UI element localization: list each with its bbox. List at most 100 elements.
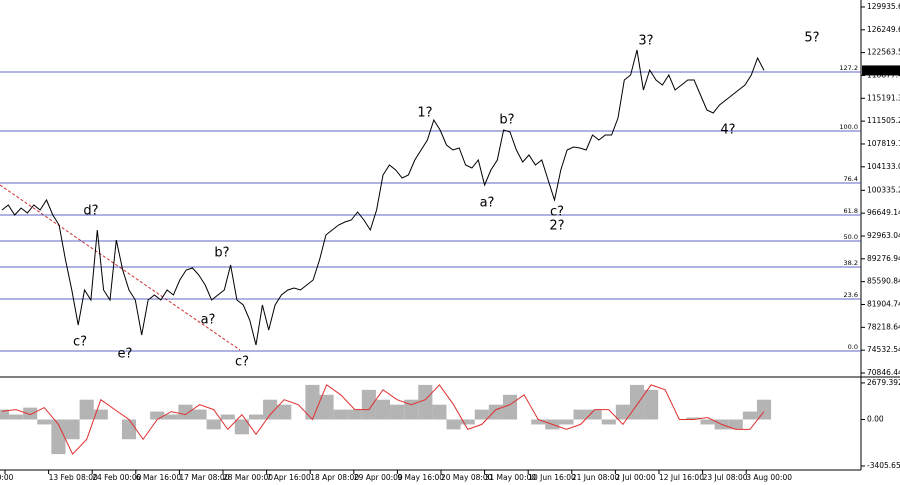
histogram-bar xyxy=(263,399,278,420)
y-tick-label: 2679.392 xyxy=(867,378,900,387)
y-tick-label: 96649.14 xyxy=(867,208,900,217)
histogram-bar xyxy=(333,409,348,420)
x-tick-label: 20 May 08:00 xyxy=(441,473,493,482)
price-line xyxy=(1,49,765,346)
y-tick-label: 74532.54 xyxy=(867,345,900,354)
histogram-bar xyxy=(65,419,80,440)
last-price-label: 119688.48 xyxy=(864,65,900,74)
fibo-label: 23.6 xyxy=(844,291,858,299)
x-tick-label: 3 Aug 00:00 xyxy=(746,473,792,482)
histogram-bar xyxy=(404,399,419,420)
histogram-bar xyxy=(277,404,292,420)
wave-label: a? xyxy=(201,313,216,328)
histogram-bar xyxy=(531,419,546,425)
histogram-bar xyxy=(347,409,362,420)
fibo-label: 127.2 xyxy=(839,64,858,72)
x-tick-label: 24 Feb 00:00 xyxy=(92,473,141,482)
wave-label: 5? xyxy=(804,31,819,46)
histogram-bar xyxy=(375,399,391,420)
histogram-bar xyxy=(460,419,475,425)
x-tick-label: 18 Apr 08:00 xyxy=(310,473,359,482)
last-price-box xyxy=(862,65,900,76)
y-tick-label: 0.00 xyxy=(867,414,884,423)
y-tick-label: 92963.04 xyxy=(867,231,900,240)
histogram-bar xyxy=(573,409,588,420)
histogram-bar xyxy=(93,409,108,420)
histogram-bar xyxy=(432,404,447,420)
fibo-label: 38.2 xyxy=(844,259,858,267)
histogram-bar xyxy=(587,409,602,420)
wave-label: b? xyxy=(214,246,229,261)
y-tick-label: 129935.64 xyxy=(867,2,900,11)
histogram-bar xyxy=(319,394,334,420)
histogram-bar xyxy=(361,389,376,420)
histogram-bar xyxy=(418,384,433,420)
histogram-bar xyxy=(474,409,489,420)
y-tick-label: 100335.24 xyxy=(867,185,900,194)
wave-label: c? xyxy=(235,355,249,370)
signal-line xyxy=(1,384,765,455)
x-tick-label: 6 Mar 16:00 xyxy=(136,473,182,482)
histogram-bar xyxy=(248,414,264,420)
y-tick-label: 85590.84 xyxy=(867,277,900,286)
histogram-bar xyxy=(37,419,52,425)
fibo-label: 76.4 xyxy=(844,175,858,183)
histogram-bar xyxy=(644,389,659,420)
x-tick-label: 28 Mar 00:00 xyxy=(223,473,273,482)
histogram-bar xyxy=(629,384,645,420)
y-tick-label: 107819.14 xyxy=(867,139,900,148)
wave-label: c? xyxy=(550,205,564,220)
x-tick-label: 21 Jun 08:00 xyxy=(572,473,620,482)
wave-label: c? xyxy=(73,335,87,350)
x-tick-label: 23 Jul 08:00 xyxy=(703,473,748,482)
y-tick-label: 122563.54 xyxy=(867,48,900,57)
fibo-label: 100.0 xyxy=(839,123,858,131)
x-tick-label: 12 Jul 16:00 xyxy=(659,473,704,482)
histogram-bar xyxy=(23,407,38,420)
wave-label: 2? xyxy=(549,219,564,234)
y-tick-label: 70846.44 xyxy=(867,368,900,377)
histogram-bar xyxy=(178,404,193,420)
y-tick-label: 126249.64 xyxy=(867,25,900,34)
x-tick-label: 17 Mar 08:00 xyxy=(179,473,229,482)
histogram-bar xyxy=(700,419,715,425)
histogram-bar xyxy=(51,419,66,455)
histogram-bar xyxy=(206,419,221,430)
histogram-bar xyxy=(488,404,503,420)
y-tick-label: 104133.04 xyxy=(867,162,900,171)
y-tick-label: 89276.94 xyxy=(867,254,900,263)
wave-label: 3? xyxy=(638,34,653,49)
histogram-bar xyxy=(164,414,179,420)
fibo-label: 50.0 xyxy=(844,233,858,241)
y-tick-label: 115191.34 xyxy=(867,93,900,102)
histogram-bar xyxy=(9,414,24,420)
histogram-bar xyxy=(559,419,574,425)
x-tick-label: 29 Apr 00:00 xyxy=(354,473,403,482)
fibo-label: 61.8 xyxy=(844,207,858,215)
histogram-bar xyxy=(686,417,701,420)
histogram-bar xyxy=(446,419,461,430)
histogram-bar xyxy=(756,399,772,420)
histogram-bar xyxy=(615,404,630,420)
fibo-label: 0.0 xyxy=(848,343,858,351)
x-tick-label: 2 Jul 00:00 xyxy=(615,473,655,482)
histogram-bar xyxy=(79,399,94,420)
histogram-bar xyxy=(220,414,235,420)
histogram-bar xyxy=(150,411,165,420)
wave-label: 4? xyxy=(720,123,735,138)
x-tick-label: 31 May 00:00 xyxy=(485,473,537,482)
histogram-bar xyxy=(502,394,518,420)
wave-label: e? xyxy=(118,347,133,362)
wave-label: 1? xyxy=(417,106,432,121)
wave-label: b? xyxy=(499,113,514,128)
x-tick-label: 9 May 16:00 xyxy=(397,473,444,482)
wave-label: d? xyxy=(83,204,98,219)
x-tick-label: 10 Jun 16:00 xyxy=(528,473,576,482)
y-tick-label: 111505.24 xyxy=(867,116,900,125)
histogram-bar xyxy=(601,419,616,425)
x-tick-label: 0:00 xyxy=(0,473,14,482)
histogram-bar xyxy=(728,419,743,430)
wave-label: a? xyxy=(480,196,495,211)
x-tick-label: 7 Apr 16:00 xyxy=(267,473,311,482)
